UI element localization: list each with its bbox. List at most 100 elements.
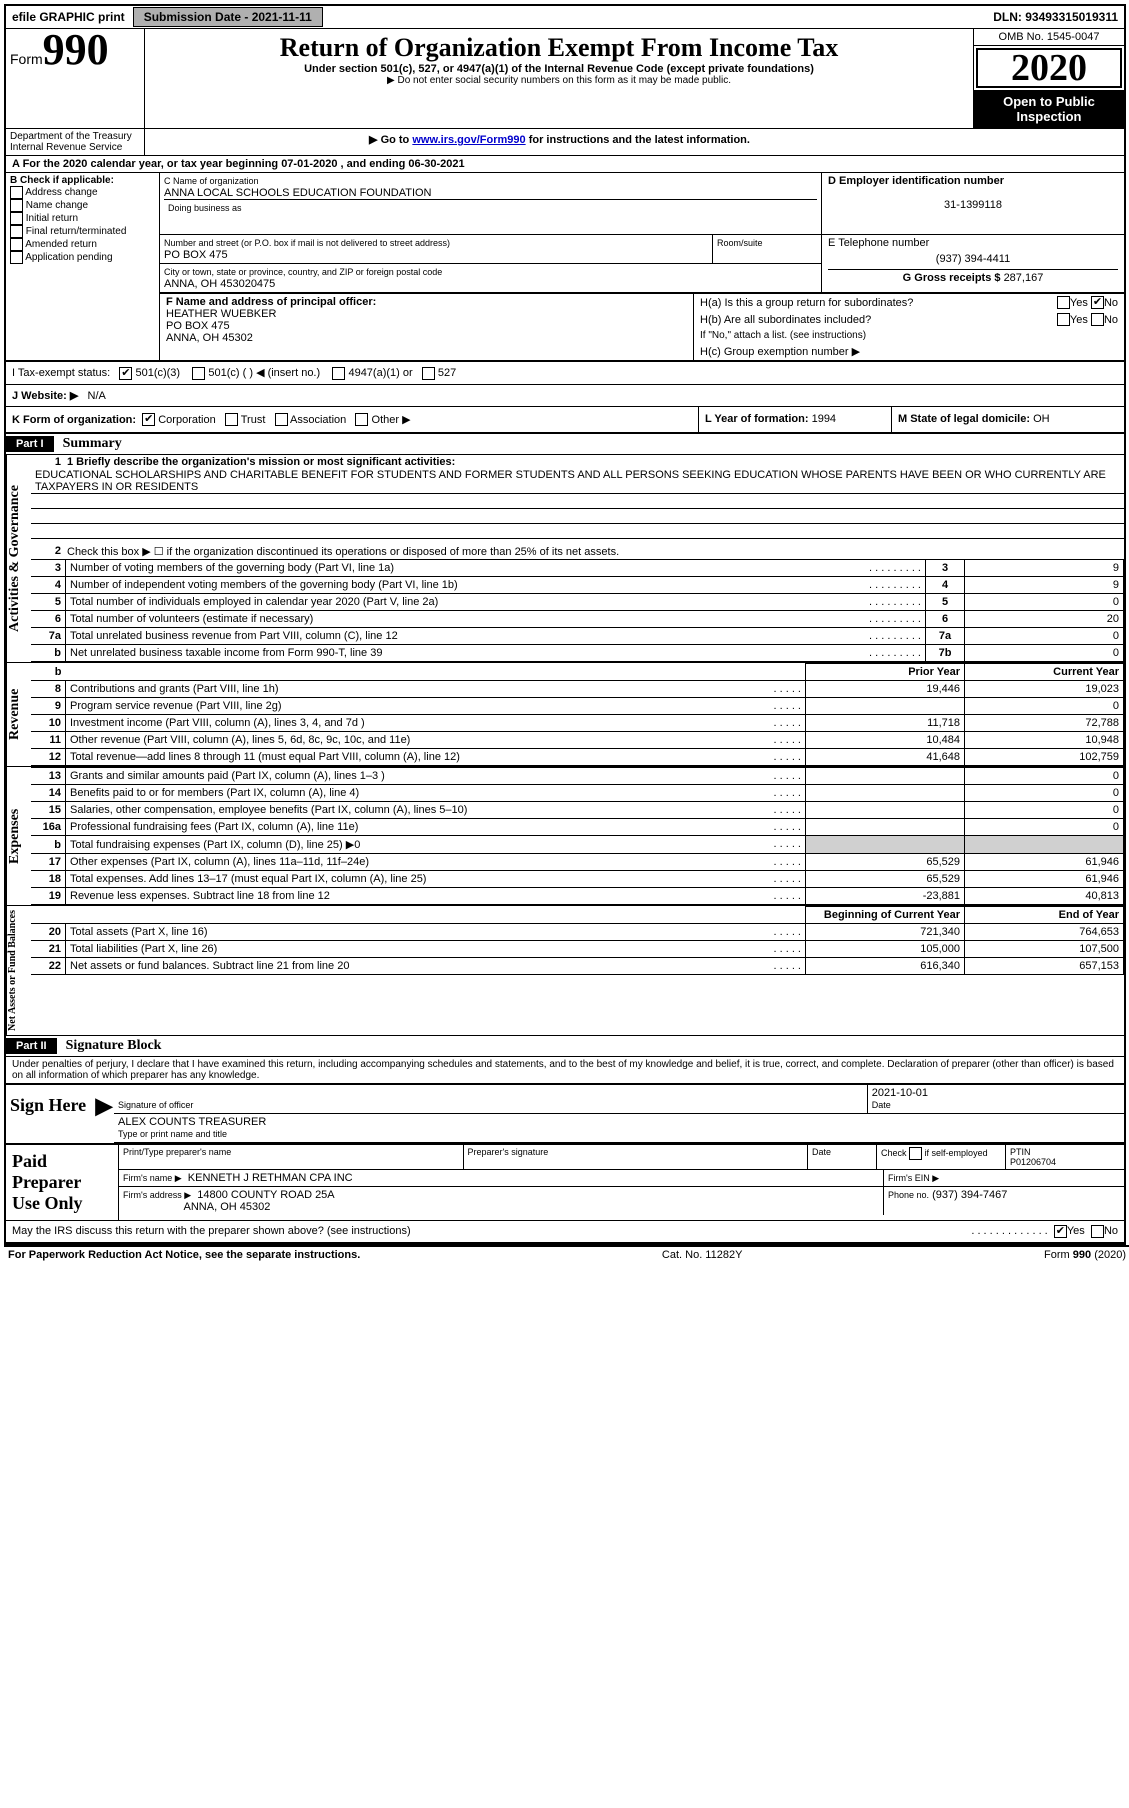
part-1-header: Part I Summary bbox=[6, 434, 1124, 455]
form-title: Return of Organization Exempt From Incom… bbox=[149, 33, 969, 63]
b-opt-4: Amended return bbox=[25, 239, 97, 250]
ha-no[interactable] bbox=[1091, 296, 1104, 309]
governance-table: 3 Number of voting members of the govern… bbox=[31, 559, 1124, 662]
k-opt-3: Other ▶ bbox=[372, 414, 411, 426]
table-row: 12 Total revenue—add lines 8 through 11 … bbox=[31, 749, 1124, 766]
current-value: 657,153 bbox=[965, 958, 1124, 975]
state-domicile: OH bbox=[1033, 413, 1050, 425]
chk-other[interactable] bbox=[355, 413, 368, 426]
line-value: 20 bbox=[965, 611, 1124, 628]
header-title-box: Return of Organization Exempt From Incom… bbox=[145, 29, 973, 128]
ha-yes[interactable] bbox=[1057, 296, 1070, 309]
instructions-link[interactable]: www.irs.gov/Form990 bbox=[412, 134, 525, 146]
prep-h4-post: if self-employed bbox=[925, 1148, 988, 1158]
line-ref: 7b bbox=[926, 645, 965, 662]
ptin-label: PTIN bbox=[1010, 1147, 1031, 1157]
table-row: 9 Program service revenue (Part VIII, li… bbox=[31, 698, 1124, 715]
chk-527[interactable] bbox=[422, 367, 435, 380]
chk-4947[interactable] bbox=[332, 367, 345, 380]
chk-501c[interactable] bbox=[192, 367, 205, 380]
line-text: Program service revenue (Part VIII, line… bbox=[66, 698, 806, 715]
city-label: City or town, state or province, country… bbox=[164, 267, 442, 277]
discuss-no[interactable] bbox=[1091, 1225, 1104, 1238]
form-container: efile GRAPHIC print Submission Date - 20… bbox=[4, 4, 1126, 1245]
line-text: Revenue less expenses. Subtract line 18 … bbox=[66, 888, 806, 905]
footer-left: For Paperwork Reduction Act Notice, see … bbox=[8, 1249, 360, 1261]
table-row: 22 Net assets or fund balances. Subtract… bbox=[31, 958, 1124, 975]
vlabel-net: Net Assets or Fund Balances bbox=[6, 906, 31, 1035]
dba-label: Doing business as bbox=[168, 203, 242, 213]
hb-no[interactable] bbox=[1091, 313, 1104, 326]
dept-2: Internal Revenue Service bbox=[10, 142, 122, 153]
line-num: 5 bbox=[31, 594, 66, 611]
discuss-yes[interactable] bbox=[1054, 1225, 1067, 1238]
hb-label: H(b) Are all subordinates included? bbox=[700, 314, 1057, 326]
org-city: ANNA, OH 453020475 bbox=[164, 278, 275, 290]
line-num: b bbox=[31, 645, 66, 662]
section-k: K Form of organization: Corporation Trus… bbox=[6, 407, 1124, 435]
prior-value: 41,648 bbox=[806, 749, 965, 766]
chk-final-return[interactable] bbox=[10, 225, 23, 238]
part-1-badge: Part I bbox=[6, 436, 54, 452]
line-num: b bbox=[31, 836, 66, 854]
section-h: H(a) Is this a group return for subordin… bbox=[694, 294, 1124, 360]
line-text: Total expenses. Add lines 13–17 (must eq… bbox=[66, 871, 806, 888]
submission-date-btn[interactable]: Submission Date - 2021-11-11 bbox=[133, 7, 323, 27]
chk-initial-return[interactable] bbox=[10, 212, 23, 225]
current-value: 764,653 bbox=[965, 924, 1124, 941]
line-num: 3 bbox=[31, 560, 66, 577]
chk-corp[interactable] bbox=[142, 413, 155, 426]
chk-name-change[interactable] bbox=[10, 199, 23, 212]
prior-value: 616,340 bbox=[806, 958, 965, 975]
omb-number: OMB No. 1545-0047 bbox=[974, 29, 1124, 46]
chk-address-change[interactable] bbox=[10, 186, 23, 199]
line-num: 16a bbox=[31, 819, 66, 836]
chk-trust[interactable] bbox=[225, 413, 238, 426]
section-c: C Name of organization ANNA LOCAL SCHOOL… bbox=[160, 173, 822, 234]
line-ref: 7a bbox=[926, 628, 965, 645]
chk-501c3[interactable] bbox=[119, 367, 132, 380]
section-e-g: E Telephone number (937) 394-4411 G Gros… bbox=[822, 235, 1124, 292]
line-text: Contributions and grants (Part VIII, lin… bbox=[66, 681, 806, 698]
org-address: PO BOX 475 bbox=[164, 249, 228, 261]
line-num: 19 bbox=[31, 888, 66, 905]
dept-box: Department of the Treasury Internal Reve… bbox=[6, 129, 145, 155]
b-opt-2: Initial return bbox=[26, 213, 78, 224]
chk-self-employed[interactable] bbox=[909, 1147, 922, 1160]
line-text: Grants and similar amounts paid (Part IX… bbox=[66, 768, 806, 785]
table-row: 19 Revenue less expenses. Subtract line … bbox=[31, 888, 1124, 905]
chk-amended[interactable] bbox=[10, 238, 23, 251]
line-num: 4 bbox=[31, 577, 66, 594]
prior-value: 721,340 bbox=[806, 924, 965, 941]
discuss-text: May the IRS discuss this return with the… bbox=[12, 1225, 971, 1238]
table-row: 13 Grants and similar amounts paid (Part… bbox=[31, 768, 1124, 785]
end-year-header: End of Year bbox=[965, 907, 1124, 924]
no-1: No bbox=[1104, 297, 1118, 309]
chk-app-pending[interactable] bbox=[10, 251, 23, 264]
officer-printed-name: ALEX COUNTS TREASURER bbox=[118, 1116, 266, 1128]
mission-text: EDUCATIONAL SCHOLARSHIPS AND CHARITABLE … bbox=[31, 469, 1124, 494]
line-text: Net assets or fund balances. Subtract li… bbox=[66, 958, 806, 975]
firm-addr-label: Firm's address ▶ bbox=[123, 1190, 191, 1200]
table-row: 7a Total unrelated business revenue from… bbox=[31, 628, 1124, 645]
firm-addr1: 14800 COUNTY ROAD 25A bbox=[197, 1189, 334, 1201]
l-label: L Year of formation: bbox=[705, 413, 809, 425]
k-opt-2: Association bbox=[290, 414, 346, 426]
section-f: F Name and address of principal officer:… bbox=[160, 294, 694, 360]
prior-value: -23,881 bbox=[806, 888, 965, 905]
line-text: Total liabilities (Part X, line 26) . . … bbox=[66, 941, 806, 958]
vlabel-revenue: Revenue bbox=[6, 663, 31, 766]
line-num: 11 bbox=[31, 732, 66, 749]
hb-yes[interactable] bbox=[1057, 313, 1070, 326]
section-g: G Gross receipts $ 287,167 bbox=[828, 269, 1118, 286]
part-2-header: Part II Signature Block bbox=[6, 1035, 1124, 1057]
dept-1: Department of the Treasury bbox=[10, 131, 132, 142]
line-value: 0 bbox=[965, 645, 1124, 662]
b-opt-1: Name change bbox=[26, 200, 88, 211]
chk-assoc[interactable] bbox=[275, 413, 288, 426]
section-b: B Check if applicable: Address change Na… bbox=[6, 173, 160, 360]
sign-arrow-icon: ▶ bbox=[94, 1085, 114, 1143]
prep-h3: Date bbox=[808, 1145, 877, 1169]
open-pub-1: Open to Public bbox=[1003, 94, 1095, 109]
k-opt-1: Trust bbox=[241, 414, 266, 426]
